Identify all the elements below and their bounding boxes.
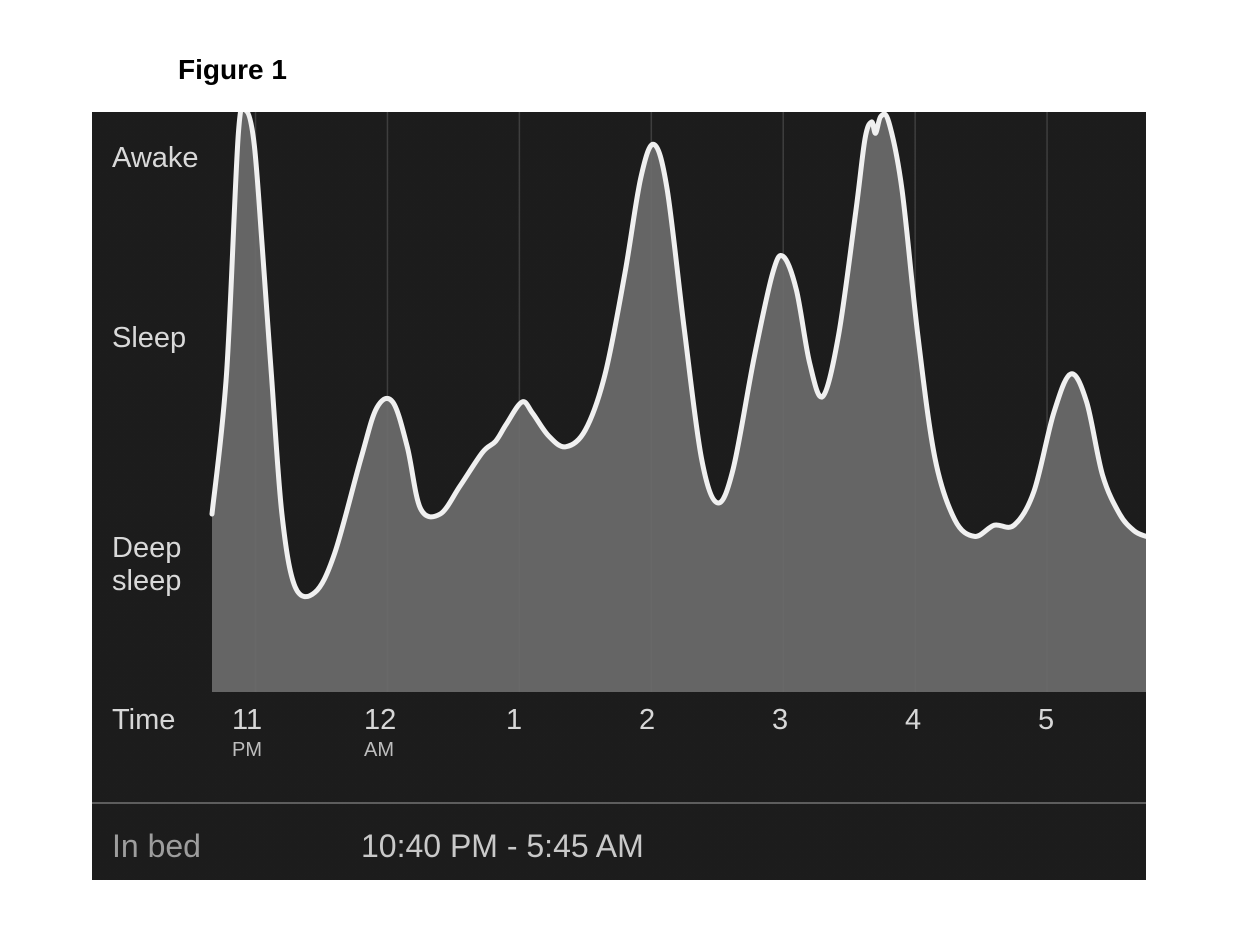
x-tick-6: 5	[1038, 704, 1054, 737]
x-axis: Time 11PM 12AM 1 2 3 4 5	[92, 704, 1146, 792]
footer-divider	[92, 802, 1146, 804]
x-tick-3: 2	[639, 704, 655, 737]
footer-value: 10:40 PM - 5:45 AM	[361, 828, 644, 865]
sleep-chart-svg	[92, 112, 1146, 692]
x-tick-2: 1	[506, 704, 522, 737]
sleep-panel: AwakeSleepDeep sleep Time 11PM12AM12345 …	[92, 112, 1146, 880]
footer-key: In bed	[112, 828, 201, 865]
x-tick-1: 12AM	[364, 704, 396, 762]
y-label-1: Sleep	[112, 322, 186, 355]
footer-row: In bed 10:40 PM - 5:45 AM	[92, 812, 1146, 880]
y-label-2: Deep sleep	[112, 532, 181, 599]
sleep-chart: Awake Sleep Deep sleep	[92, 112, 1146, 692]
x-tick-4: 3	[772, 704, 788, 737]
x-axis-title: Time	[112, 704, 175, 737]
figure-label: Figure 1	[178, 54, 287, 86]
x-tick-0: 11PM	[232, 704, 262, 762]
x-tick-5: 4	[905, 704, 921, 737]
y-label-0: Awake	[112, 142, 199, 175]
